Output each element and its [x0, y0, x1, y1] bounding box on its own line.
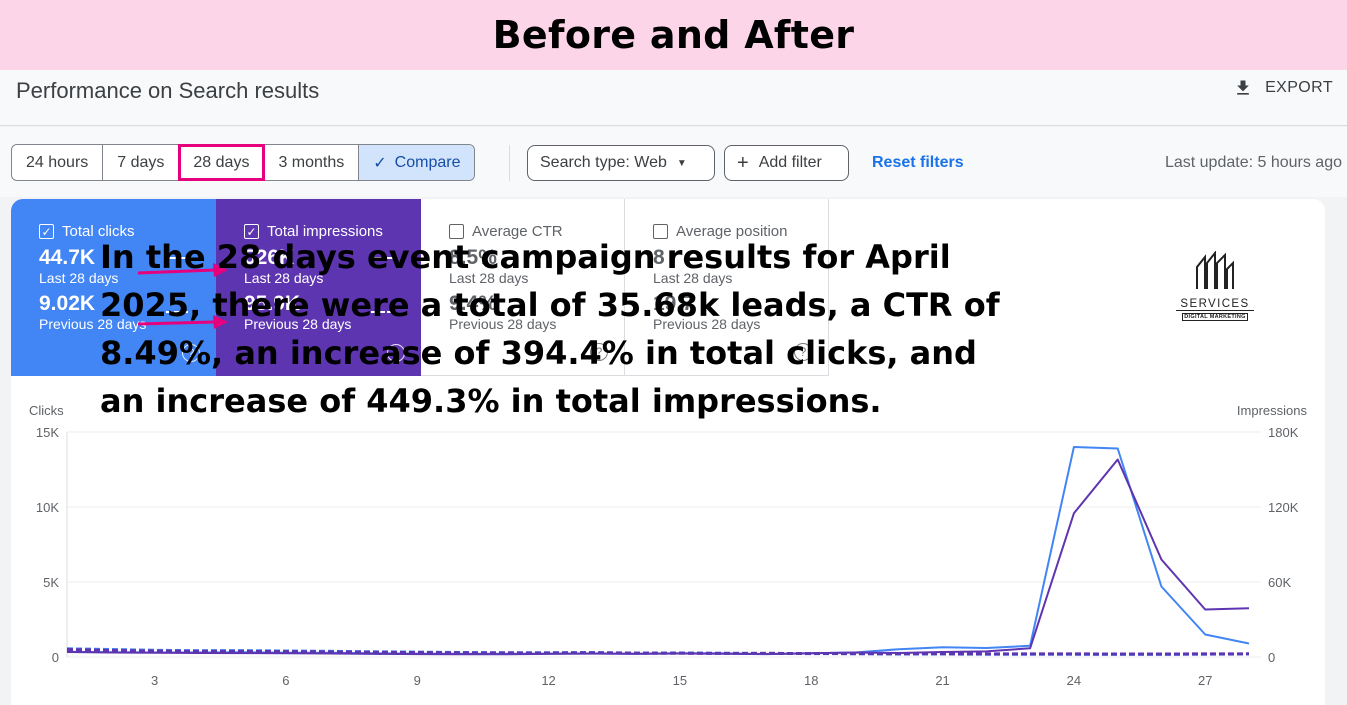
compare-label: Compare [394, 153, 461, 171]
checkbox-icon[interactable]: ✓ [39, 224, 54, 239]
metric-current-label: Last 28 days [39, 270, 119, 286]
x-tick: 15 [673, 673, 687, 688]
y-tick-left: 5K [43, 575, 59, 590]
y-tick-right: 0 [1268, 650, 1275, 665]
metric-previous-value: 9.02K [39, 292, 96, 315]
series-line-3 [66, 648, 1250, 656]
metric-current-label: Last 28 days [653, 270, 733, 286]
solid-line-legend [371, 257, 393, 259]
solid-line-legend [166, 257, 188, 259]
range-3-months[interactable]: 3 months [264, 145, 360, 180]
metric-previous-value: 19.7 [653, 292, 694, 315]
header-bar: Performance on Search results EXPORT [0, 70, 1347, 126]
help-icon[interactable]: ? [387, 344, 405, 362]
search-type-label: Search type: Web [540, 154, 667, 171]
logo-tagline: DIGITAL MARKETING [1182, 313, 1248, 321]
range-28-days[interactable]: 28 days [178, 144, 266, 181]
metric-current-value: 526K [244, 246, 295, 269]
metric-label: Average position [676, 223, 788, 240]
filter-bar: 24 hours 7 days 28 days 3 months ✓ Compa… [0, 127, 1347, 197]
dashed-line-legend [371, 311, 393, 313]
logo-mark-icon [1196, 250, 1234, 289]
metric-current-value: 8.5% [449, 246, 497, 269]
checkbox-icon[interactable] [449, 224, 464, 239]
x-tick: 21 [935, 673, 949, 688]
metric-previous-value: 95.9K [244, 292, 301, 315]
x-tick: 9 [414, 673, 421, 688]
metric-previous-label: Previous 28 days [653, 316, 761, 332]
overlay-caption: In the 28 days event campaign results fo… [100, 238, 1000, 420]
metric-average-position[interactable]: Average position 8 Last 28 days 19.7 Pre… [625, 199, 829, 376]
company-logo: SERVICES DIGITAL MARKETING [1176, 250, 1254, 321]
last-update-text: Last update: 5 hours ago [1164, 154, 1342, 171]
metric-total-clicks[interactable]: ✓ Total clicks 44.7K Last 28 days 9.02K P… [11, 199, 216, 376]
y-tick-right: 180K [1268, 425, 1299, 440]
check-icon: ✓ [373, 154, 387, 172]
metric-previous-value: 9.4% [449, 292, 497, 315]
metric-current-label: Last 28 days [449, 270, 529, 286]
download-icon [1237, 80, 1249, 95]
x-tick: 6 [282, 673, 289, 688]
logo-name: SERVICES [1176, 298, 1254, 311]
compare-button[interactable]: ✓ Compare [359, 145, 475, 180]
performance-card: ✓ Total clicks 44.7K Last 28 days 9.02K P… [11, 199, 1325, 705]
annotation-arrow [137, 263, 228, 277]
add-filter-label: Add filter [758, 154, 822, 171]
checkbox-icon[interactable] [653, 224, 668, 239]
plus-icon: + [737, 152, 749, 174]
y-tick-left: 10K [36, 500, 59, 515]
metric-previous-label: Previous 28 days [244, 316, 352, 332]
metric-label: Average CTR [472, 223, 563, 240]
metric-label: Total clicks [62, 223, 135, 240]
export-label: EXPORT [1265, 79, 1333, 96]
page-title: Performance on Search results [16, 78, 320, 103]
metric-previous-label: Previous 28 days [39, 316, 147, 332]
x-tick: 27 [1198, 673, 1212, 688]
help-icon[interactable]: ? [590, 343, 608, 361]
y-tick-left: 15K [36, 425, 59, 440]
caret-down-icon: ▼ [676, 157, 687, 169]
reset-filters-link[interactable]: Reset filters [872, 154, 964, 171]
banner-title: Before and After [492, 13, 855, 57]
divider [509, 145, 510, 181]
y-tick-right: 120K [1268, 500, 1299, 515]
help-icon[interactable]: ? [794, 343, 812, 361]
range-7-days[interactable]: 7 days [103, 145, 180, 180]
y-tick-left: 0 [52, 650, 59, 665]
x-tick: 12 [541, 673, 555, 688]
annotation-arrow [137, 315, 228, 329]
y-axis-label-left: Clicks [29, 403, 64, 418]
series-line-1 [66, 458, 1250, 656]
metric-current-value: 8 [653, 246, 665, 269]
x-tick: 24 [1067, 673, 1081, 688]
y-tick-right: 60K [1268, 575, 1291, 590]
search-type-dropdown[interactable]: Search type: Web ▼ [527, 145, 715, 181]
date-range-selector: 24 hours 7 days 28 days 3 months ✓ Compa… [11, 144, 476, 181]
help-icon[interactable]: ? [182, 344, 200, 362]
add-filter-button[interactable]: + Add filter [724, 145, 849, 181]
metric-previous-label: Previous 28 days [449, 316, 557, 332]
banner: Before and After [0, 0, 1347, 70]
x-tick: 3 [151, 673, 158, 688]
checkbox-icon[interactable]: ✓ [244, 224, 259, 239]
metric-average-ctr[interactable]: Average CTR 8.5% Last 28 days 9.4% Previ… [421, 199, 625, 376]
range-24-hours[interactable]: 24 hours [12, 145, 104, 180]
metric-current-label: Last 28 days [244, 270, 324, 286]
y-axis-label-right: Impressions [1237, 403, 1308, 418]
dashed-line-legend [166, 311, 188, 313]
metric-total-impressions[interactable]: ✓ Total impressions 526K Last 28 days 95.… [216, 199, 421, 376]
export-button[interactable]: EXPORT [1233, 78, 1333, 98]
performance-chart: 0 5K 10K 15K 0 60K 120K 180K Clicks Impressions 3 6… [29, 403, 1308, 688]
metric-label: Total impressions [267, 223, 383, 240]
x-tick: 18 [804, 673, 818, 688]
metric-current-value: 44.7K [39, 246, 96, 269]
